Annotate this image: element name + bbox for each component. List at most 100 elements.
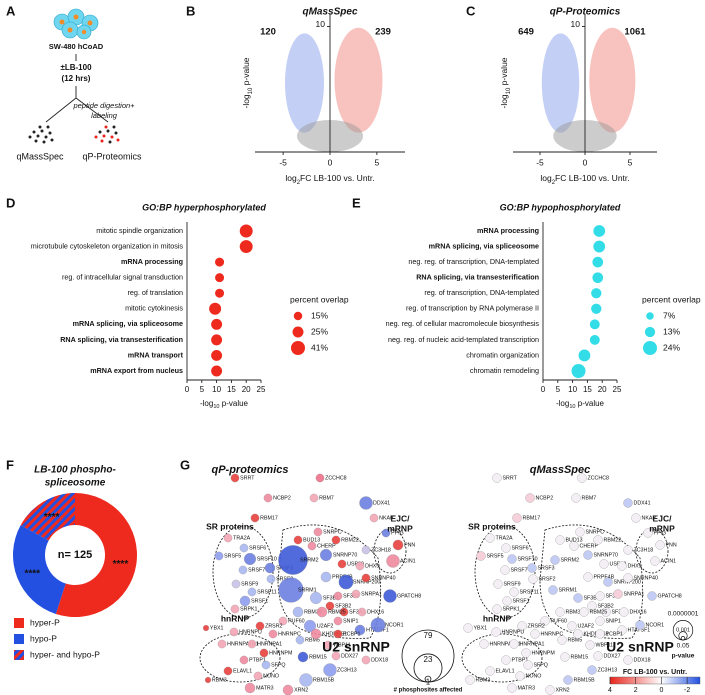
node	[238, 565, 248, 575]
node	[331, 651, 341, 661]
node-label: SF3B3	[343, 593, 359, 599]
dot	[239, 240, 253, 254]
x-tick-label: 0	[185, 385, 190, 394]
node-label: SFPQ	[271, 662, 285, 668]
node	[357, 607, 367, 617]
node	[243, 552, 257, 566]
node	[573, 593, 583, 603]
node-label: SRSF9	[241, 581, 258, 587]
node	[523, 660, 533, 670]
cell-cluster	[53, 8, 99, 40]
node	[623, 498, 633, 508]
x-tick-label: -5	[536, 157, 544, 167]
node	[247, 587, 257, 597]
labeled-peptide-cluster	[94, 125, 120, 144]
node-label: SRRT	[503, 475, 518, 481]
dot	[209, 302, 222, 315]
dot	[211, 349, 223, 361]
y-tick-label: 10	[571, 19, 581, 29]
node	[320, 571, 332, 583]
method-label: qP-Proteomics	[82, 151, 142, 161]
node-label: ACIN1	[400, 558, 416, 564]
x-tick-label: 0	[328, 157, 333, 167]
category-label: neg. reg. of cellular macromolecule bios…	[386, 319, 540, 328]
node-label: HNRNPC	[278, 631, 301, 637]
node	[550, 555, 560, 565]
x-axis-label: log2FC LB-100 vs. Untr.	[285, 173, 374, 185]
node-label: CHERP	[580, 543, 599, 549]
node	[295, 635, 305, 645]
node-label: SRPK1	[240, 606, 257, 612]
node	[323, 663, 337, 677]
group-label: EJC/	[391, 513, 411, 523]
node	[500, 565, 510, 575]
pvalue-legend-title: p-value	[672, 653, 695, 660]
node	[560, 652, 570, 662]
dot	[591, 288, 602, 299]
node-label: SRSF7	[248, 567, 265, 573]
category-label: mitotic spindle organization	[96, 226, 183, 235]
node	[292, 606, 304, 618]
category-label: mRNA processing	[477, 226, 539, 235]
node	[557, 635, 567, 645]
node-label: SF3B1	[584, 595, 600, 601]
count-label: 239	[375, 27, 391, 38]
label-part: FC LB-100 vs. Untr.	[555, 173, 630, 183]
node-label: SRSF6	[249, 545, 266, 551]
node-label: SNRPC	[323, 529, 342, 535]
panel-label: B	[186, 3, 195, 18]
pvalue-legend-circle	[680, 636, 686, 641]
node-label: SRRM2	[300, 557, 319, 563]
node-label: SNRNP70	[333, 552, 357, 558]
node-label: RBM3	[476, 677, 491, 683]
dot	[211, 365, 223, 377]
node	[619, 607, 629, 617]
node	[313, 527, 323, 537]
node-label: ZRSR2	[265, 623, 282, 629]
node-label: SF3B1	[323, 595, 339, 601]
node	[217, 639, 227, 649]
node	[278, 545, 308, 575]
node-label: TRA2A	[233, 535, 251, 541]
node	[548, 585, 558, 595]
node-label: RBM15B	[313, 677, 335, 683]
x-axis-label: -log10 p-value	[200, 399, 249, 410]
node	[223, 666, 233, 676]
node-label: YBX1	[474, 625, 488, 631]
node-label: ZC3H18	[371, 547, 391, 553]
panel-label: A	[6, 3, 16, 18]
label-part: p-value	[220, 399, 249, 408]
node	[268, 629, 278, 639]
node	[361, 655, 371, 665]
node-label: HNRNPM	[532, 650, 555, 656]
chart-title: qP-Proteomics	[550, 7, 621, 18]
dot	[211, 318, 223, 330]
node-label: RBM39	[566, 609, 584, 615]
x-tick-label: 15	[583, 385, 592, 394]
node	[579, 607, 589, 617]
node	[623, 545, 633, 555]
node-label: SF3B2	[335, 603, 351, 609]
node	[315, 473, 325, 483]
legend-swatch	[14, 634, 24, 644]
node-label: DHX9	[365, 563, 379, 569]
legend-dot	[643, 341, 657, 355]
node-label: SRPK1	[503, 606, 520, 612]
node-label: DHX16	[630, 609, 647, 615]
node-label: CHERP	[317, 543, 336, 549]
node	[383, 589, 397, 603]
node-label: ZC3H13	[598, 667, 618, 673]
node-label: HTATSF1	[628, 627, 651, 633]
node	[303, 619, 317, 633]
legend-label: hypo-P	[30, 633, 57, 643]
legend-dot	[293, 311, 303, 321]
node	[202, 624, 210, 632]
node-label: PPIG	[654, 530, 667, 536]
node-label: HNRNPU	[239, 629, 262, 635]
node-label: RBM25	[328, 609, 346, 615]
x-tick-label: 20	[242, 385, 251, 394]
category-label: RNA splicing, via transesterification	[416, 273, 539, 282]
node-label: DDX27	[341, 653, 358, 659]
node-label: DHX16	[367, 609, 384, 615]
node-label: BUD13	[303, 537, 320, 543]
